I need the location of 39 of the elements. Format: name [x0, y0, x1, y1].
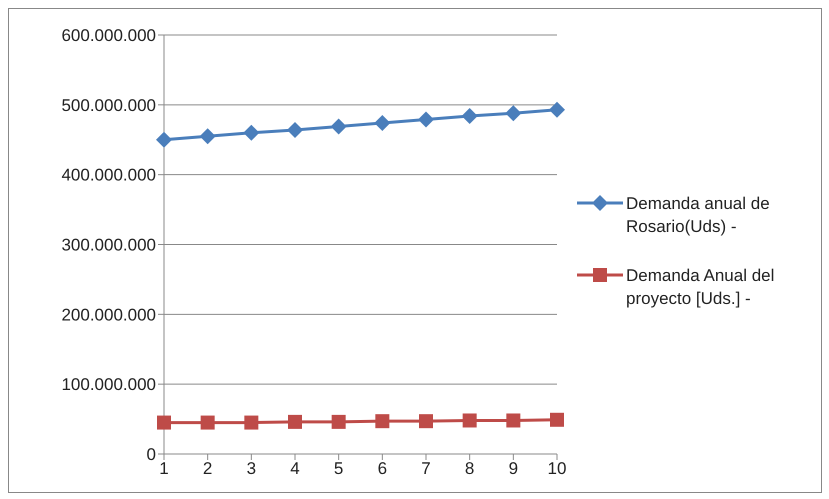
x-tick-label: 3 [246, 459, 256, 478]
point [288, 414, 302, 429]
x-tick-label: 6 [378, 459, 388, 478]
y-tick-label: 300.000.000 [61, 236, 156, 255]
legend-label: Demanda Anual del proyecto [Uds.] - [626, 264, 776, 310]
point [332, 414, 346, 429]
point [200, 416, 215, 430]
x-tick-label: 4 [290, 459, 300, 478]
point [157, 416, 171, 430]
legend-label: Demanda anual de Rosario(Uds) - [626, 192, 771, 238]
x-tick-label: 9 [508, 459, 518, 478]
y-tick-label: 600.000.000 [61, 26, 156, 46]
x-tick-label: 2 [202, 459, 212, 478]
point [243, 124, 260, 141]
y-tick-label: 400.000.000 [61, 166, 156, 185]
point [287, 122, 303, 138]
x-tick-label: 10 [548, 459, 566, 478]
x-tick-label: 1 [159, 459, 169, 478]
point [419, 414, 433, 428]
x-tick-label: 5 [334, 459, 344, 478]
point [375, 414, 390, 428]
y-tick-label: 100.000.000 [61, 375, 156, 394]
point [200, 128, 216, 144]
y-tick-label: 500.000.000 [61, 96, 156, 115]
point [330, 118, 347, 134]
point [506, 413, 520, 428]
y-tick-label: 200.000.000 [61, 305, 156, 324]
point [374, 114, 390, 131]
x-tick-label: 8 [464, 459, 474, 478]
y-tick-label: 0 [146, 445, 156, 464]
point [418, 112, 434, 128]
point [244, 416, 258, 430]
x-tick-label: 7 [421, 459, 431, 478]
point [550, 412, 564, 427]
point [462, 413, 477, 428]
point [156, 132, 172, 148]
point [549, 102, 565, 118]
point [505, 105, 522, 122]
point [462, 108, 478, 124]
